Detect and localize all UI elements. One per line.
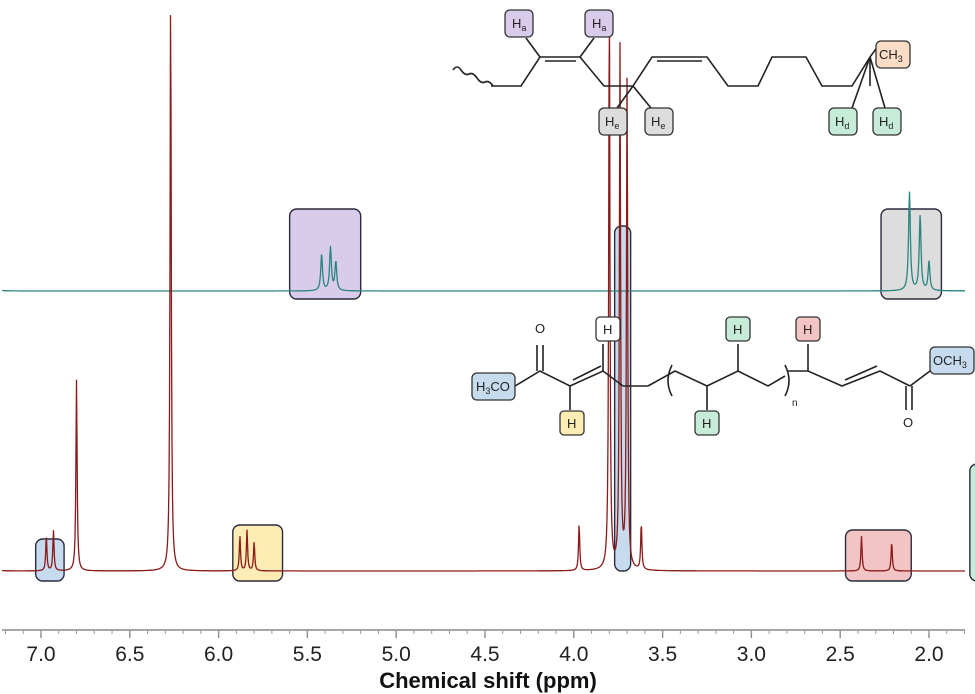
h-green-top-box [725, 316, 751, 342]
h-yellow-label: H [567, 416, 576, 431]
h-white-box [595, 316, 621, 342]
hd-box-1 [828, 107, 858, 136]
h-red-label: H [803, 322, 812, 337]
peak-highlight-box [232, 524, 284, 582]
wavy-bond [452, 66, 494, 87]
o-right-label: O [903, 415, 913, 430]
h-green-bottom-label: H [702, 416, 711, 431]
bracket-left [667, 364, 673, 397]
h-yellow-box [559, 410, 585, 436]
x-tick-label: 2.5 [826, 643, 855, 666]
ha-box-2 [584, 9, 614, 38]
ha-box-1 [504, 9, 534, 38]
structure-top: Ha Ha He He Hd Hd CH3 [452, 9, 911, 136]
he-box-1 [598, 107, 628, 136]
x-tick-label: 5.5 [293, 643, 322, 666]
peak-highlight-box [844, 529, 912, 582]
peak-highlight-box [969, 463, 975, 582]
ha-label-1: Ha [512, 16, 526, 33]
x-tick-label: 6.0 [204, 643, 233, 666]
h-red-box [795, 316, 821, 342]
h-white-label: H [603, 322, 612, 337]
x-tick-label: 2.0 [914, 643, 943, 666]
bracket-right [784, 364, 790, 397]
he-label-2: He [651, 114, 665, 131]
x-axis-title: Chemical shift (ppm) [379, 668, 597, 693]
x-tick-label: 4.5 [470, 643, 499, 666]
x-tick-label: 7.0 [26, 643, 55, 666]
structure-bottom: H3CO O H H n H H H O OCH3 [471, 316, 975, 436]
spectrum-trace-bottom [1, 15, 965, 572]
hd-box-2 [872, 107, 902, 136]
spectrum-trace-top [2, 191, 965, 292]
o-left-label: O [535, 321, 545, 336]
h-green-top-label: H [733, 322, 742, 337]
x-tick-label: 5.0 [382, 643, 411, 666]
he-box-2 [644, 107, 674, 136]
ch3-label: CH3 [879, 47, 903, 64]
och3-label: OCH3 [933, 353, 967, 370]
peak-highlight-box [34, 538, 65, 582]
x-tick-label: 3.0 [737, 643, 766, 666]
h3co-label: H3CO [476, 379, 510, 396]
x-tick-label: 3.5 [648, 643, 677, 666]
ha-label-2: Ha [592, 16, 606, 33]
ch3-box [875, 40, 911, 69]
och3-box [929, 346, 975, 375]
h-green-bottom-box [694, 410, 720, 436]
peak-highlights [34, 208, 975, 582]
x-tick-label: 4.0 [559, 643, 588, 666]
he-label-1: He [605, 114, 619, 131]
peak-highlight-box [288, 208, 362, 300]
x-tick-label: 6.5 [115, 643, 144, 666]
hd-label-2: Hd [879, 114, 893, 131]
n-subscript: n [792, 398, 798, 409]
h3co-box [471, 372, 516, 401]
x-axis-ticks: 7.06.56.05.55.04.54.03.53.02.52.01.51.00… [4, 630, 966, 666]
hd-label-1: Hd [835, 114, 849, 131]
